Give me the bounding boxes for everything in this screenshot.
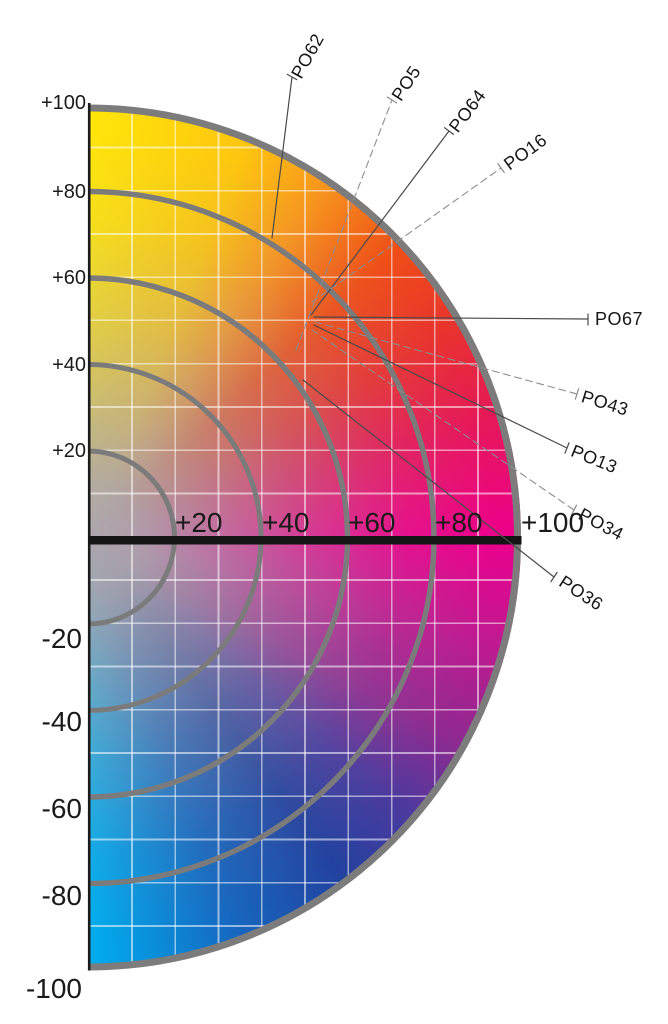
leader-po67 <box>313 316 589 320</box>
y-tick-label: +60 <box>52 267 86 289</box>
tick-po36 <box>550 571 558 583</box>
tick-po64 <box>443 126 455 136</box>
leader-po64 <box>310 130 450 316</box>
x-tick-label: +20 <box>175 507 223 538</box>
leader-po36 <box>302 379 555 578</box>
x-tick-label: +40 <box>262 507 310 538</box>
pigment-label-po67: PO67 <box>595 309 644 329</box>
leader-po62 <box>271 76 293 239</box>
tick-po5 <box>386 96 398 104</box>
tick-po34 <box>570 504 578 516</box>
leader-lines <box>271 76 589 578</box>
tick-po43 <box>574 388 580 400</box>
y-tick-label: -20 <box>41 623 82 654</box>
x-axis-line <box>88 536 522 545</box>
y-tick-label: -100 <box>25 973 82 1004</box>
leader-po34 <box>311 329 575 511</box>
y-tick-label: +20 <box>52 440 86 462</box>
x-tick-label: +60 <box>348 507 396 538</box>
leader-po13 <box>313 324 568 449</box>
y-tick-label: -80 <box>41 880 82 911</box>
x-tick-label: +80 <box>435 507 483 538</box>
tick-po13 <box>564 442 570 454</box>
y-tick-label: +40 <box>52 354 86 376</box>
x-tick-label: +100 <box>521 507 585 538</box>
y-tick-label: -40 <box>41 706 82 737</box>
y-tick-label: -60 <box>41 793 82 824</box>
tick-po62 <box>286 73 298 81</box>
leader-po43 <box>314 321 578 395</box>
tick-po16 <box>497 162 505 174</box>
y-tick-label: +100 <box>40 92 86 114</box>
leader-end-ticks <box>286 73 589 583</box>
y-tick-label: +80 <box>52 181 86 203</box>
leader-po5 <box>295 99 393 351</box>
leader-po16 <box>311 167 502 303</box>
